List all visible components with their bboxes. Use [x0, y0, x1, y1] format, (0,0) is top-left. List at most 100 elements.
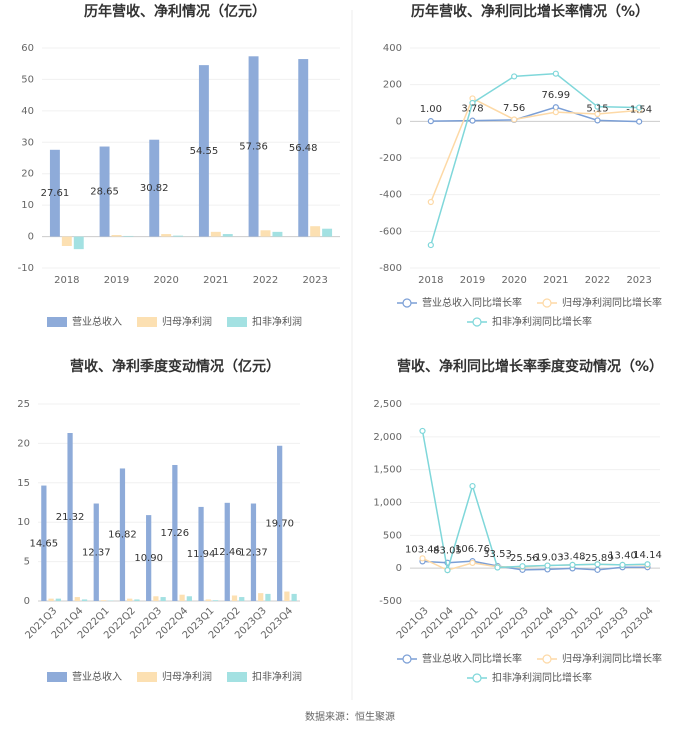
legend-swatch [403, 655, 411, 663]
point [645, 562, 650, 567]
source-note: 数据来源：恒生聚源 [305, 710, 395, 723]
value-label: 7.56 [503, 103, 525, 114]
bar [261, 230, 271, 236]
y-tick-label: 2,000 [373, 432, 402, 443]
value-label: 21.32 [56, 512, 85, 523]
x-tick-label: 2019 [104, 275, 129, 286]
legend-swatch [403, 299, 411, 307]
y-tick-label: 50 [21, 74, 34, 85]
y-tick-label: -400 [379, 190, 402, 201]
value-label: 54.55 [190, 146, 219, 157]
legend-label: 营业总收入同比增长率 [422, 296, 522, 309]
point [545, 563, 550, 568]
bar [232, 595, 237, 601]
y-tick-label: 0 [396, 116, 402, 127]
x-tick-label: 2023 [302, 275, 327, 286]
bar [161, 597, 166, 601]
value-label: 30.82 [140, 183, 169, 194]
y-tick-label: 25 [17, 399, 30, 410]
bar [179, 595, 184, 601]
y-tick-label: -600 [379, 226, 402, 237]
y-tick-label: 5 [24, 557, 30, 568]
legend-swatch [473, 318, 481, 326]
bar [258, 593, 263, 601]
legend-label: 营业总收入同比增长率 [422, 652, 522, 665]
x-tick-label: 2021 [543, 275, 568, 286]
legend-swatch [47, 672, 67, 682]
bar [101, 600, 106, 601]
y-tick-label: 30 [21, 137, 34, 148]
y-tick-label: 0 [28, 232, 34, 243]
y-tick-label: 10 [17, 517, 30, 528]
x-tick-label: 2018 [418, 275, 443, 286]
point [428, 119, 433, 124]
y-tick-label: -800 [379, 263, 402, 274]
bar [48, 599, 53, 601]
x-tick-label: 2020 [153, 275, 178, 286]
point [495, 565, 500, 570]
point [553, 71, 558, 76]
chart-title: 营收、净利季度变动情况（亿元） [70, 358, 280, 375]
y-tick-label: 500 [383, 530, 402, 541]
value-label: 12.37 [239, 547, 268, 558]
legend-label: 归母净利润同比增长率 [562, 296, 662, 309]
y-tick-label: 0 [24, 596, 30, 607]
y-tick-label: 1,000 [373, 498, 402, 509]
point [445, 568, 450, 573]
value-label: 14.14 [633, 550, 662, 561]
legend-swatch [137, 317, 157, 327]
y-tick-label: 2,500 [373, 399, 402, 410]
point [512, 74, 517, 79]
point [420, 556, 425, 561]
y-tick-label: 10 [21, 200, 34, 211]
bar [62, 237, 72, 246]
x-tick-label: 2020 [501, 275, 526, 286]
y-tick-label: 15 [17, 478, 30, 489]
point [595, 567, 600, 572]
point [570, 562, 575, 567]
bar [292, 594, 297, 601]
y-tick-label: -500 [379, 596, 402, 607]
legend-swatch [543, 655, 551, 663]
value-label: 28.65 [90, 187, 119, 198]
bar [265, 594, 270, 601]
y-tick-label: 400 [383, 43, 402, 54]
x-tick-label: 2021 [203, 275, 228, 286]
chart-title: 历年营收、净利情况（亿元） [84, 3, 266, 20]
bar [75, 597, 80, 601]
y-tick-label: 1,500 [373, 465, 402, 476]
legend-label: 扣非净利润 [252, 315, 302, 328]
x-tick-label: 2022 [253, 275, 278, 286]
legend-swatch [543, 299, 551, 307]
bar [161, 234, 171, 237]
bar [74, 237, 84, 250]
bar [284, 592, 289, 601]
point [470, 118, 475, 123]
legend-label: 归母净利润同比增长率 [562, 652, 662, 665]
point [420, 428, 425, 433]
y-tick-label: 200 [383, 80, 402, 91]
point [428, 243, 433, 248]
y-tick-label: 60 [21, 43, 34, 54]
point [428, 200, 433, 205]
chart-title: 历年营收、净利同比增长率情况（%） [411, 3, 649, 20]
y-tick-label: -10 [18, 263, 34, 274]
value-label: 76.99 [542, 90, 571, 101]
bar [322, 229, 332, 237]
bar [213, 600, 218, 601]
x-tick-label: 2018 [54, 275, 79, 286]
point [470, 484, 475, 489]
bar [211, 232, 221, 237]
value-label: 12.37 [82, 547, 111, 558]
legend-swatch [137, 672, 157, 682]
legend-swatch [473, 674, 481, 682]
bar [112, 235, 122, 237]
value-label: 56.48 [289, 143, 318, 154]
value-label: -1.54 [626, 105, 652, 116]
y-tick-label: 0 [396, 563, 402, 574]
y-tick-label: 20 [21, 169, 34, 180]
value-label: 57.36 [239, 141, 268, 152]
chart-title: 营收、净利同比增长率季度变动情况（%） [397, 358, 663, 375]
legend-swatch [227, 317, 247, 327]
